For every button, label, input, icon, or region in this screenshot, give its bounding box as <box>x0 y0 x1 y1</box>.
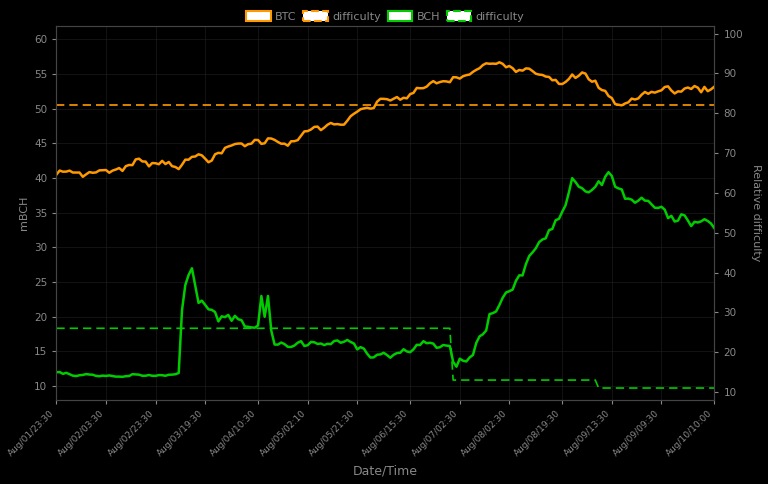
Y-axis label: Relative difficulty: Relative difficulty <box>751 164 761 261</box>
Legend: BTC, difficulty, BCH, difficulty: BTC, difficulty, BCH, difficulty <box>242 7 529 26</box>
X-axis label: Date/Time: Date/Time <box>353 464 418 477</box>
Y-axis label: mBCH: mBCH <box>18 196 28 230</box>
